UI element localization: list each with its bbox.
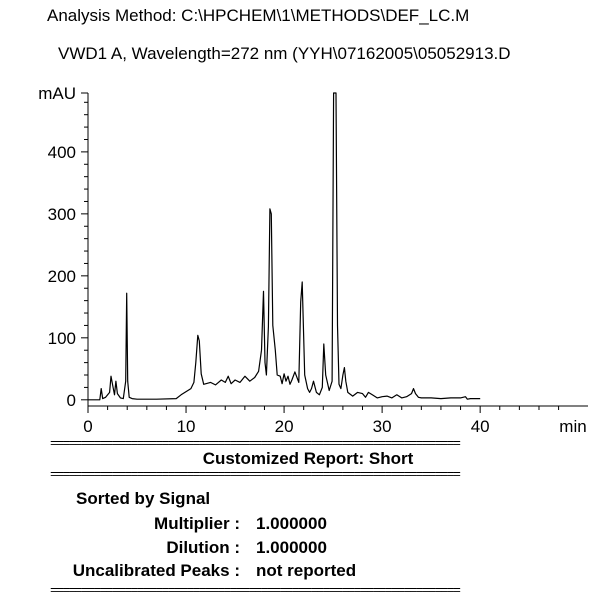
- x-tick-label: 0: [83, 417, 92, 436]
- dilution-colon: :: [234, 538, 240, 557]
- series-line-1: [88, 92, 481, 401]
- dilution-value: 1.000000: [256, 538, 327, 557]
- y-tick-label: 400: [48, 143, 76, 162]
- chromatogram-trace: [88, 92, 481, 401]
- uncalibrated-peaks-label: Uncalibrated Peaks :: [72, 561, 240, 580]
- sorted-by-label: Sorted by Signal: [76, 489, 211, 508]
- report-separator-top-1: ========================================…: [50, 439, 461, 449]
- uncalibrated-colon: :: [234, 561, 240, 580]
- report-separator-top-2: ========================================…: [50, 470, 461, 480]
- x-tick-label: 30: [373, 417, 392, 436]
- report-separator-bottom: ========================================…: [50, 586, 461, 596]
- chromatogram-chart: 0 100 200 300 400 0 10 20 30 40 mAU min: [38, 84, 588, 436]
- report-title: Customized Report: Short: [202, 449, 414, 468]
- chart-ticks: 0 100 200 300 400 0 10 20 30 40: [48, 92, 560, 436]
- dilution-label: Dilution :: [166, 538, 240, 557]
- chart-axes: [87, 93, 588, 407]
- y-tick-label: 100: [48, 329, 76, 348]
- x-tick-label: 10: [177, 417, 196, 436]
- signal-description-line: VWD1 A, Wavelength=272 nm (YYH\07162005\…: [58, 44, 511, 63]
- analysis-method-line: Analysis Method: C:\HPCHEM\1\METHODS\DEF…: [47, 6, 470, 25]
- y-tick-label: 0: [67, 391, 76, 410]
- x-tick-label: 20: [275, 417, 294, 436]
- multiplier-colon: :: [234, 514, 240, 533]
- x-tick-label: 40: [471, 417, 490, 436]
- multiplier-value: 1.000000: [256, 514, 327, 533]
- y-tick-label: 300: [48, 205, 76, 224]
- multiplier-label: Multiplier :: [154, 514, 240, 533]
- y-tick-label: 200: [48, 267, 76, 286]
- x-axis-label: min: [559, 417, 586, 436]
- uncalibrated-peaks-value: not reported: [256, 561, 357, 580]
- y-axis-label: mAU: [38, 84, 76, 103]
